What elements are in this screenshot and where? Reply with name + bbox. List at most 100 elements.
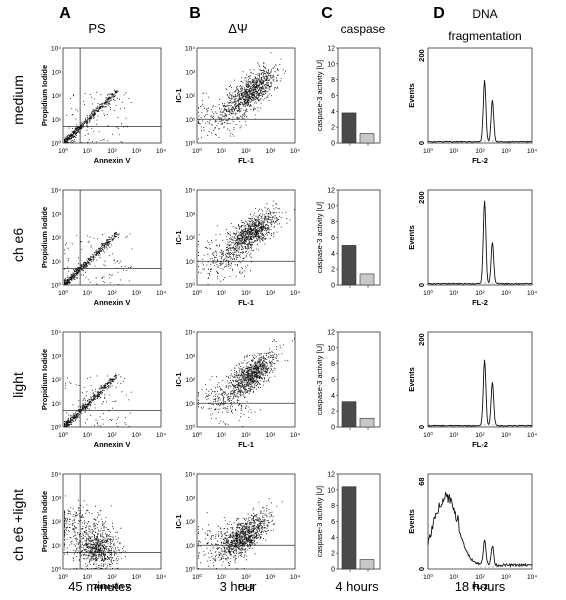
panel-a-row-3-ytick-label: 10² xyxy=(52,377,62,384)
panel-c-row-3-ytick-label: 12 xyxy=(327,330,335,337)
panel-a-row-4-xlabel: Annexin V xyxy=(94,582,131,591)
time-label-c: 4 hours xyxy=(335,579,379,594)
panel-b-row-3-xtick-label: 10³ xyxy=(266,432,276,439)
panel-a-row-2-xtick-label: 10² xyxy=(107,290,117,297)
panel-d-row-4-xtick-label: 10² xyxy=(475,574,485,581)
panel-a-row-4-ytick-label: 10¹ xyxy=(52,543,62,550)
panel-c-row-2-ytick-label: 4 xyxy=(331,251,335,258)
panel-b-row-2-xtick-label: 10¹ xyxy=(217,290,227,297)
panel-b-row-1-ytick-label: 10⁴ xyxy=(185,46,195,53)
panel-c-row-2-ytick-label: 2 xyxy=(331,267,335,274)
panel-a-row-2-xtick-label: 10⁴ xyxy=(156,290,166,297)
panel-a-row-3-ytick-label: 10⁰ xyxy=(51,424,61,432)
panel-d-row-2-xtick-label: 10³ xyxy=(501,290,511,297)
panel-title-a: PS xyxy=(88,21,106,36)
panel-c-row-3-ytick-label: 8 xyxy=(331,361,335,368)
panel-b-row-2-dots xyxy=(198,200,295,285)
panel-a-row-3-xtick-label: 10⁰ xyxy=(58,431,68,439)
panel-b-row-2-ytick-label: 10¹ xyxy=(186,259,196,266)
panel-a-row-2-dots xyxy=(64,231,133,285)
panel-c-row-2-dark-bar xyxy=(341,245,357,286)
panel-b-row-1-dots xyxy=(198,52,286,140)
panel-c-row-1-ytick-label: 12 xyxy=(327,46,335,53)
panel-d-row-4-xtick-label: 10³ xyxy=(501,574,511,581)
row-label-ch-e6-light: ch e6 +light xyxy=(10,489,26,561)
panel-a-row-4-xtick-label: 10⁰ xyxy=(58,573,68,581)
panel-a-row-3-xtick-label: 10¹ xyxy=(83,432,93,439)
panel-d-row-2-histogram-line xyxy=(427,200,533,285)
panel-d-row-3-xtick-label: 10¹ xyxy=(449,432,459,439)
panel-d-row-3-xlabel: FL-2 xyxy=(472,440,488,449)
panel-a-row-3-xtick-label: 10² xyxy=(107,432,117,439)
panel-b-row-4-ytick-label: 10¹ xyxy=(186,543,196,550)
panel-b-row-1-xtick-label: 10¹ xyxy=(217,148,227,155)
panel-a-row-1-xtick-label: 10¹ xyxy=(83,148,93,155)
panel-a-row-4-frame xyxy=(62,473,162,570)
panel-a-row-1-xtick-label: 10² xyxy=(107,148,117,155)
panel-d-row-2-ytick-label: 0 xyxy=(417,283,426,287)
panel-b-row-3-frame xyxy=(196,331,296,428)
panel-a-row-3-dots xyxy=(64,373,132,427)
panel-c-row-2-ytick-label: 8 xyxy=(331,219,335,226)
panel-d-row-3-xtick-label: 10⁰ xyxy=(423,431,433,439)
panel-a-row-2-xtick-label: 10³ xyxy=(132,290,142,297)
panel-c-row-4-ytick-label: 2 xyxy=(331,551,335,558)
panel-d-row-1-xtick-label: 10² xyxy=(475,148,485,155)
panel-b-row-1-ytick-label: 10² xyxy=(186,93,196,100)
panel-a-row-3-ytick-label: 10⁴ xyxy=(51,330,61,337)
panel-a-row-4-ylabel: Propidium Iodide xyxy=(40,491,49,552)
panel-letter-c: C xyxy=(321,5,333,22)
panel-d-row-4-xtick-label: 10⁴ xyxy=(527,574,537,581)
panel-c-row-1-ytick-label: 10 xyxy=(327,61,335,68)
panel-a-row-4-dots xyxy=(64,495,126,569)
panel-b-row-1-xtick-label: 10⁴ xyxy=(290,148,300,155)
panel-a-row-2-ytick-label: 10⁰ xyxy=(51,282,61,290)
panel-d-row-2-frame xyxy=(427,189,533,286)
panel-b-row-1-ytick-label: 10⁰ xyxy=(185,140,195,148)
panel-b-row-2-ytick-label: 10⁴ xyxy=(185,188,195,195)
panel-d-row-2-xtick-label: 10⁰ xyxy=(423,289,433,297)
panel-b-row-3-xtick-label: 10⁰ xyxy=(192,431,202,439)
row-label-ch-e6: ch e6 xyxy=(10,228,26,262)
panel-d-row-4-histogram-line xyxy=(427,491,533,569)
panel-c-row-4-ytick-label: 10 xyxy=(327,487,335,494)
panel-a-row-3-ytick-label: 10¹ xyxy=(52,401,62,408)
panel-a-row-4-ytick-label: 10⁰ xyxy=(51,566,61,574)
panel-b-row-4-xtick-label: 10² xyxy=(241,574,251,581)
panel-b-row-4-ytick-label: 10³ xyxy=(186,495,196,502)
panel-d-row-4-ytick-label: 0 xyxy=(417,567,426,571)
panel-a-row-3-xtick-label: 10³ xyxy=(132,432,142,439)
panel-b-row-2-xtick-label: 10³ xyxy=(266,290,276,297)
panel-d-row-2-xtick-label: 10² xyxy=(475,290,485,297)
panel-d-row-1-ylabel: Events xyxy=(407,83,416,108)
panel-c-row-4-ytick-label: 12 xyxy=(327,472,335,479)
panel-title-d-line2: fragmentation xyxy=(448,29,521,43)
time-label-a: 45 minutes xyxy=(68,579,132,594)
panel-c-row-1-ytick-label: 2 xyxy=(331,125,335,132)
panel-d-row-1-xtick-label: 10⁰ xyxy=(423,147,433,155)
panel-b-row-3-ytick-label: 10² xyxy=(186,377,196,384)
panel-b-row-4-ytick-label: 10² xyxy=(186,519,196,526)
panel-b-row-1-frame xyxy=(196,47,296,144)
panel-b-row-4-ytick-label: 10⁴ xyxy=(185,472,195,479)
panel-c-row-2-ylabel: caspase-3 activity [U] xyxy=(315,202,324,273)
panel-b-row-4-ytick-label: 10⁰ xyxy=(185,566,195,574)
panel-b-row-4-xtick-label: 10⁰ xyxy=(192,573,202,581)
panel-c-row-2-ytick-label: 12 xyxy=(327,188,335,195)
panel-d-row-1-histogram-line xyxy=(427,80,533,143)
panel-b-row-4-xtick-label: 10⁴ xyxy=(290,574,300,581)
panel-c-row-3-light-bar xyxy=(359,417,375,428)
panel-b-row-2-ytick-label: 10² xyxy=(186,235,196,242)
panel-c-row-1-ylabel: caspase-3 activity [U] xyxy=(315,60,324,131)
panel-b-row-3-ytick-label: 10³ xyxy=(186,353,196,360)
panel-c-row-3-dark-bar xyxy=(341,401,357,428)
panel-a-row-3-xlabel: Annexin V xyxy=(94,440,131,449)
panel-c-row-1-ytick-label: 0 xyxy=(331,141,335,148)
panel-c-row-1-ytick-label: 4 xyxy=(331,109,335,116)
panel-letter-a: A xyxy=(59,5,71,22)
panel-a-row-3-ytick-label: 10³ xyxy=(52,353,62,360)
panel-a-row-1-ytick-label: 10³ xyxy=(52,69,62,76)
panel-a-row-2-ytick-label: 10⁴ xyxy=(51,188,61,195)
